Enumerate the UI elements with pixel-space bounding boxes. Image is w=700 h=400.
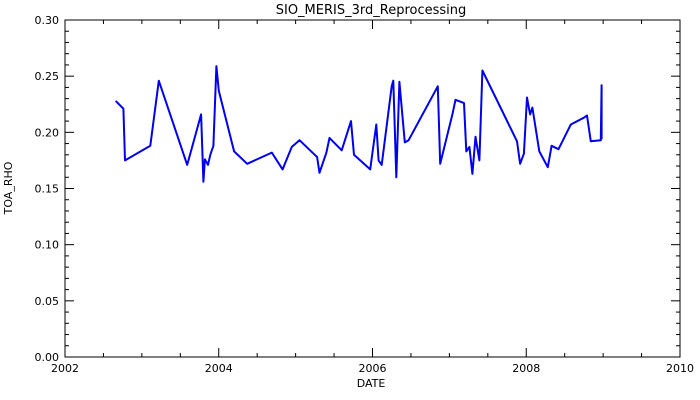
y-axis-ticks: 0.00 0.05 0.10 0.15 0.20 0.25 0.30 (35, 14, 680, 364)
x-axis-ticks: 2002 2004 2006 2008 2010 (51, 20, 694, 375)
x-axis-label: DATE (357, 377, 386, 390)
x-tick-label: 2002 (51, 362, 79, 375)
y-tick-label: 0.00 (35, 351, 60, 364)
y-tick-label: 0.30 (35, 14, 60, 27)
series-line (114, 65, 603, 183)
x-tick-label: 2004 (205, 362, 233, 375)
chart-title: SIO_MERIS_3rd_Reprocessing (276, 3, 467, 18)
x-tick-label: 2008 (512, 362, 540, 375)
y-axis-label: TOA_RHO (2, 161, 15, 215)
x-tick-label: 2010 (666, 362, 694, 375)
y-tick-label: 0.15 (35, 183, 60, 196)
y-tick-label: 0.20 (35, 126, 60, 139)
x-tick-label: 2006 (359, 362, 387, 375)
y-tick-label: 0.05 (35, 295, 60, 308)
y-tick-label: 0.25 (35, 70, 60, 83)
y-tick-label: 0.10 (35, 239, 60, 252)
